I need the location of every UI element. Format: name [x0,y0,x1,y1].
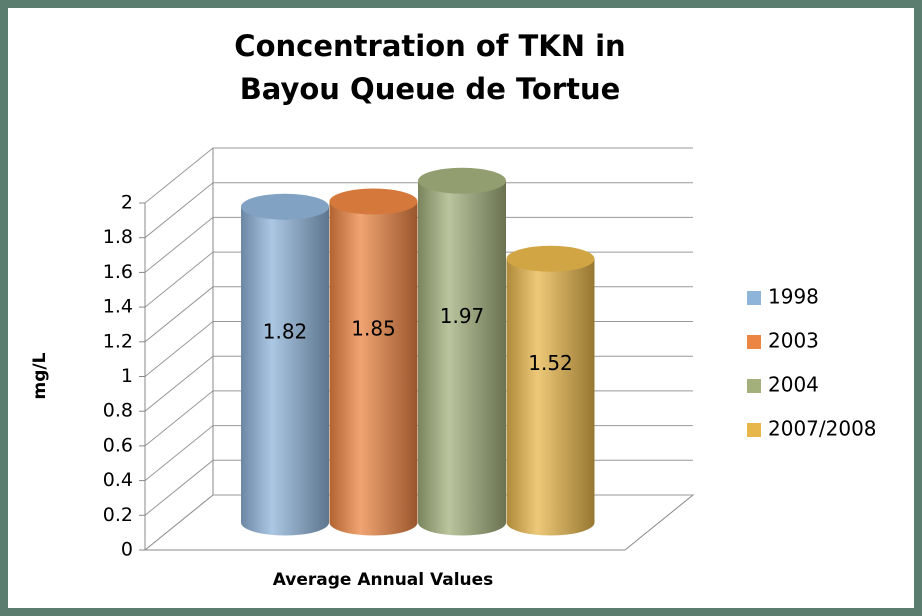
bar-top [506,245,595,272]
x-axis-label: Average Annual Values [273,570,494,590]
y-tick-label: 0.6 [103,434,133,456]
y-tick-label: 1.6 [103,261,133,283]
legend-swatch [747,335,761,349]
legend-label: 2003 [768,329,819,353]
data-label: 1.85 [351,316,396,340]
legend-label: 2007/2008 [768,417,877,441]
bar-top [418,167,506,194]
bar [241,206,329,536]
y-tick-label: 1 [121,365,133,387]
chart-title: Concentration of TKN in [234,29,625,63]
bar [506,258,595,536]
bar-top [241,193,329,220]
legend-swatch [747,379,761,393]
y-tick-label: 1.2 [103,330,133,352]
y-axis-label: mg/L [30,352,50,399]
y-tick-label: 1.4 [103,296,133,318]
y-tick-label: 0.2 [103,504,133,526]
legend-swatch [747,291,761,305]
bar [329,201,418,536]
data-label: 1.97 [440,304,485,328]
bar [418,180,506,536]
data-label: 1.82 [263,320,308,344]
bar-top [329,188,418,215]
legend-swatch [747,423,761,437]
y-tick-label: 0.4 [103,469,133,491]
y-tick-label: 0.8 [103,400,133,422]
legend-label: 1998 [768,285,819,309]
legend-label: 2004 [768,373,819,397]
chart-title: Bayou Queue de Tortue [240,72,621,106]
y-tick-label: 0 [121,539,133,561]
data-label: 1.52 [528,351,573,375]
y-tick-label: 1.8 [103,226,133,248]
y-tick-label: 2 [121,192,133,214]
